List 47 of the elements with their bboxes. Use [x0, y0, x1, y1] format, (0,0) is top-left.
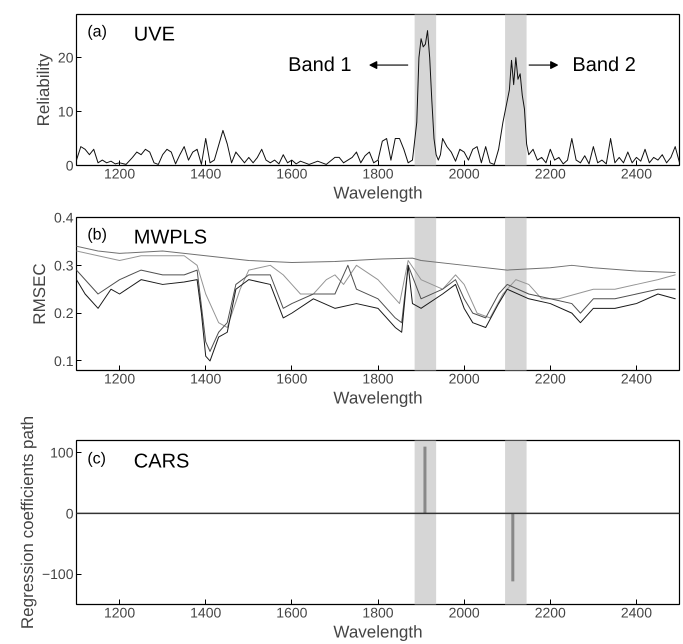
x-tick-label: 2400: [620, 370, 652, 386]
x-tick-label: 1800: [362, 370, 394, 386]
x-tick-label: 2200: [534, 166, 566, 182]
y-axis-title: Regression coefficients path: [18, 416, 37, 630]
annotation: Band 2: [572, 54, 636, 76]
x-axis-title: Wavelength: [333, 184, 423, 202]
y-tick-label: 0.4: [54, 210, 74, 226]
y-tick-label: 0.3: [54, 257, 74, 274]
x-tick-label: 1800: [362, 166, 394, 182]
y-tick-label: 0: [66, 505, 74, 522]
x-axis-title: Wavelength: [333, 388, 423, 408]
x-tick-label: 2000: [448, 604, 480, 620]
x-tick-label: 1400: [190, 370, 222, 386]
y-tick-label: 10: [58, 104, 74, 120]
x-tick-label: 1600: [276, 604, 308, 620]
text: (b): [87, 226, 107, 244]
y-tick-label: 100: [50, 444, 74, 461]
text: (a): [87, 24, 107, 41]
text: (c): [87, 450, 106, 468]
x-tick-label: 1600: [276, 166, 308, 182]
x-tick-label: 1400: [190, 604, 222, 620]
x-tick-label: 2200: [534, 370, 566, 386]
x-tick-label: 2000: [448, 166, 480, 182]
y-axis-title: RMSEC: [30, 263, 50, 325]
x-tick-label: 1800: [362, 604, 394, 620]
y-tick-label: 0.1: [54, 352, 74, 369]
x-tick-label: 2400: [620, 604, 652, 620]
chart-subtitle: MWPLS: [134, 226, 208, 249]
line-series: [76, 250, 676, 328]
x-tick-label: 1200: [104, 604, 136, 620]
annotation: Band 1: [288, 54, 352, 76]
line-series: [76, 246, 676, 273]
y-tick-label: 0.2: [54, 305, 74, 322]
x-axis-title: Wavelength: [333, 622, 423, 642]
x-tick-label: 1400: [190, 166, 222, 182]
text: UVE: [134, 24, 175, 46]
text: CARS: [134, 450, 190, 472]
x-tick-label: 1200: [104, 166, 136, 182]
y-tick-label: 20: [58, 50, 74, 66]
y-tick-label: −100: [42, 566, 74, 582]
x-tick-label: 2400: [620, 166, 652, 182]
y-tick-label: 0: [66, 158, 74, 174]
x-tick-label: 2200: [534, 604, 566, 620]
x-tick-label: 2000: [448, 370, 480, 386]
x-tick-label: 1600: [276, 370, 308, 386]
y-axis-title: Reliability: [34, 53, 53, 126]
x-tick-label: 1200: [104, 370, 136, 386]
